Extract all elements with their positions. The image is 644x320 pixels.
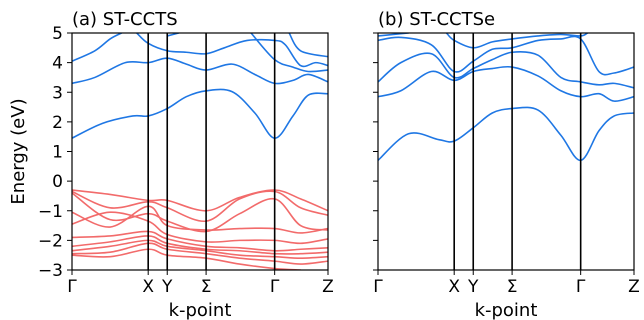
x-tick-label: Γ	[373, 277, 383, 297]
y-tick-label: 0	[52, 172, 63, 192]
x-tick-label: Y	[467, 277, 479, 297]
y-tick-label: 4	[52, 54, 63, 74]
panel-b: Γ X Y Σ Γ Z (b) ST-CCTSe k-point	[373, 9, 640, 320]
x-axis-label: k-point	[169, 300, 232, 320]
x-tick-label: Γ	[67, 277, 77, 297]
x-tick-label: X	[142, 277, 154, 297]
panel-title: (a) ST-CCTS	[72, 9, 178, 30]
x-tick-label: Σ	[201, 277, 212, 297]
y-tick-label: −2	[38, 231, 63, 251]
x-tick-label: Y	[161, 277, 173, 297]
y-tick-label: 2	[52, 113, 63, 133]
conduction-band-line-6	[288, 33, 328, 58]
y-tick-label: 5	[52, 24, 63, 44]
conduction-band-line-5	[445, 33, 589, 49]
conduction-band-line-5	[250, 33, 328, 73]
panel-a: −3 −2 −1 0 1 2 3 4 5 Γ X Y Σ Γ Z (a) ST-CCTS k-point Ener…	[8, 9, 334, 320]
band-series-group	[378, 33, 634, 162]
plot-frame	[377, 32, 635, 271]
y-axis-label: Energy (eV)	[8, 98, 29, 204]
conduction-band-line-2	[72, 33, 123, 62]
x-tick-label: Γ	[576, 277, 586, 297]
y-tick-label: 1	[52, 143, 63, 163]
x-tick-label: Σ	[507, 277, 518, 297]
x-tick-label: Z	[628, 277, 640, 297]
conduction-band-line-0	[378, 106, 634, 162]
conduction-band-line-2	[378, 50, 634, 89]
conduction-band-line-0	[72, 88, 328, 139]
x-tick-label: Γ	[270, 277, 280, 297]
conduction-band-line-1	[72, 57, 328, 85]
y-tick-label: −1	[38, 202, 63, 222]
y-tick-label: 3	[52, 83, 63, 103]
band-series-group	[72, 33, 328, 270]
y-tick-label: −3	[38, 261, 63, 281]
conduction-band-line-3	[135, 33, 328, 68]
x-axis-label: k-point	[475, 300, 538, 320]
x-tick-label: Z	[322, 277, 334, 297]
valence-band-line-8	[72, 190, 328, 222]
valence-band-line-16	[72, 248, 302, 270]
x-tick-label: X	[448, 277, 460, 297]
panel-title: (b) ST-CCTSe	[378, 9, 495, 30]
